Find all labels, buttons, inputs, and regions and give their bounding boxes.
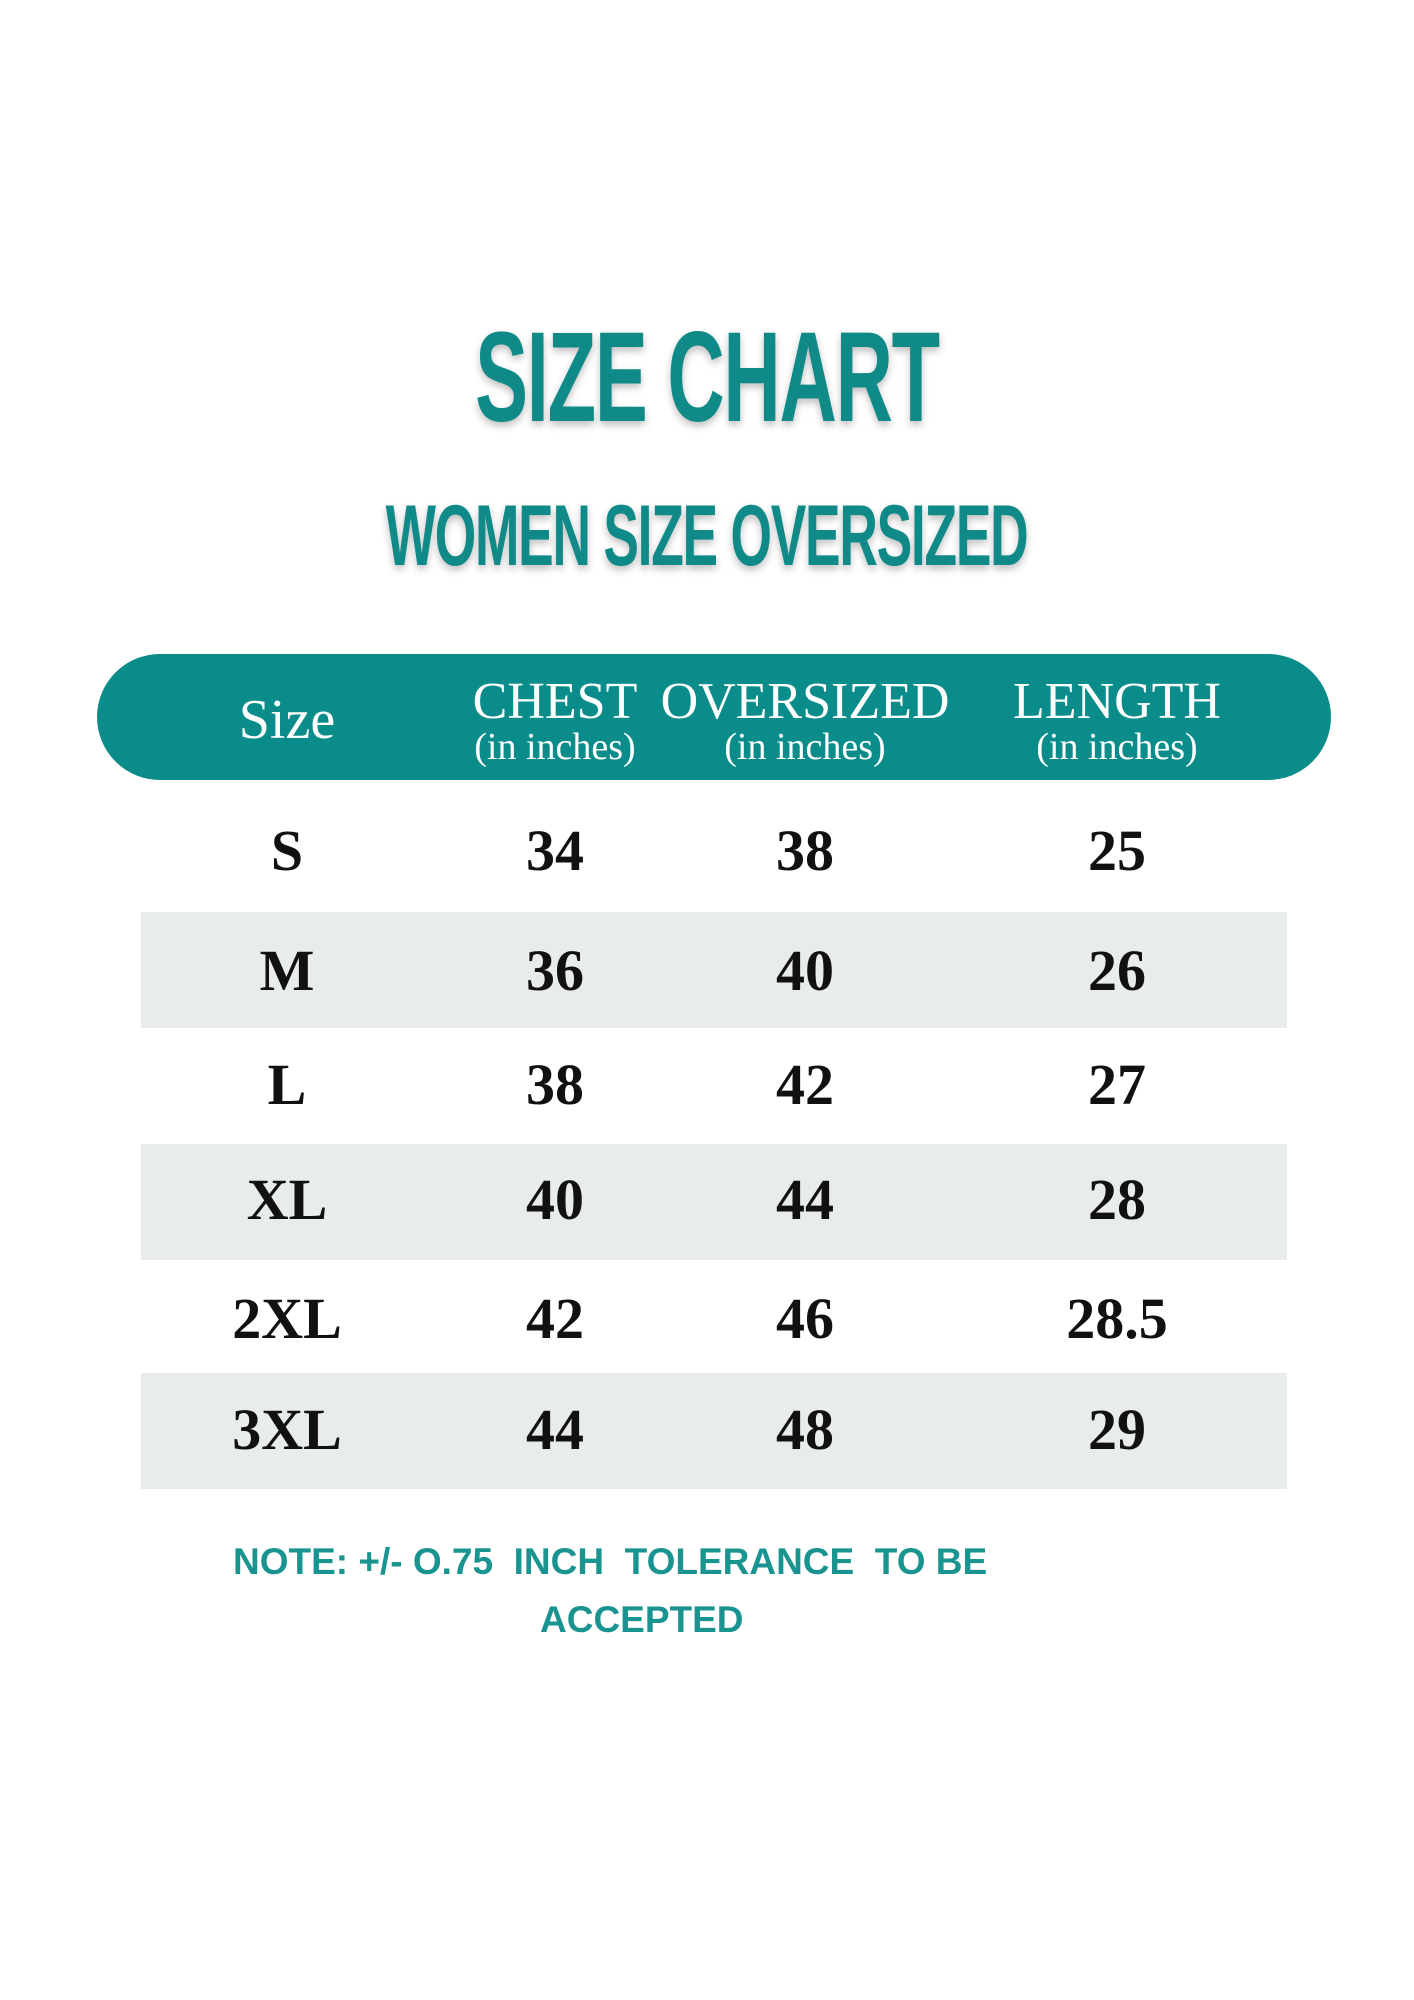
row-band [141, 1373, 1287, 1489]
table-cell: 29 [1088, 1397, 1146, 1462]
table-cell: 40 [776, 938, 834, 1003]
row-band [141, 1144, 1287, 1260]
column-header: CHEST (in inches) [405, 673, 705, 768]
table-cell: 25 [1088, 818, 1146, 883]
table-cell: L [267, 1052, 307, 1117]
column-unit: (in inches) [474, 726, 636, 768]
column-title: Size [238, 689, 336, 751]
column-header: OVERSIZED (in inches) [655, 673, 955, 768]
table-cell: 27 [1088, 1052, 1146, 1117]
table-cell: 42 [776, 1052, 834, 1117]
table-cell: 3XL [232, 1397, 342, 1462]
table-cell: 46 [776, 1286, 834, 1351]
table-cell: 36 [526, 938, 584, 1003]
row-band [141, 912, 1287, 1028]
table-cell: XL [246, 1167, 328, 1232]
table-cell: 38 [526, 1052, 584, 1117]
table-cell: M [259, 938, 315, 1003]
table-cell: 28 [1088, 1167, 1146, 1232]
subtitle: WOMEN SIZE OVERSIZED [0, 488, 1414, 584]
table-cell: 2XL [232, 1286, 342, 1351]
column-title: LENGTH [1013, 673, 1221, 730]
column-title: CHEST [472, 673, 638, 730]
title-text: SIZE CHART [475, 306, 940, 449]
table-cell: 26 [1088, 938, 1146, 1003]
table-cell: 38 [776, 818, 834, 883]
table-cell: 48 [776, 1397, 834, 1462]
column-unit: (in inches) [1036, 726, 1198, 768]
table-cell: 44 [776, 1167, 834, 1232]
column-header: LENGTH (in inches) [967, 673, 1267, 768]
column-title: OVERSIZED [660, 673, 950, 730]
table-cell: 34 [526, 818, 584, 883]
table-cell: 28.5 [1066, 1286, 1168, 1351]
column-unit: (in inches) [724, 726, 886, 768]
table-cell: 40 [526, 1167, 584, 1232]
table-cell: 42 [526, 1286, 584, 1351]
table-header [97, 654, 1331, 780]
note-line: ACCEPTED [540, 1599, 744, 1640]
column-header: Size [137, 692, 437, 748]
table-cell: S [270, 818, 304, 883]
subtitle-text: WOMEN SIZE OVERSIZED [386, 488, 1029, 584]
title: SIZE CHART [0, 308, 1414, 448]
table-cell: 44 [526, 1397, 584, 1462]
note-line: NOTE: +/- O.75 INCH TOLERANCE TO BE [233, 1541, 988, 1582]
